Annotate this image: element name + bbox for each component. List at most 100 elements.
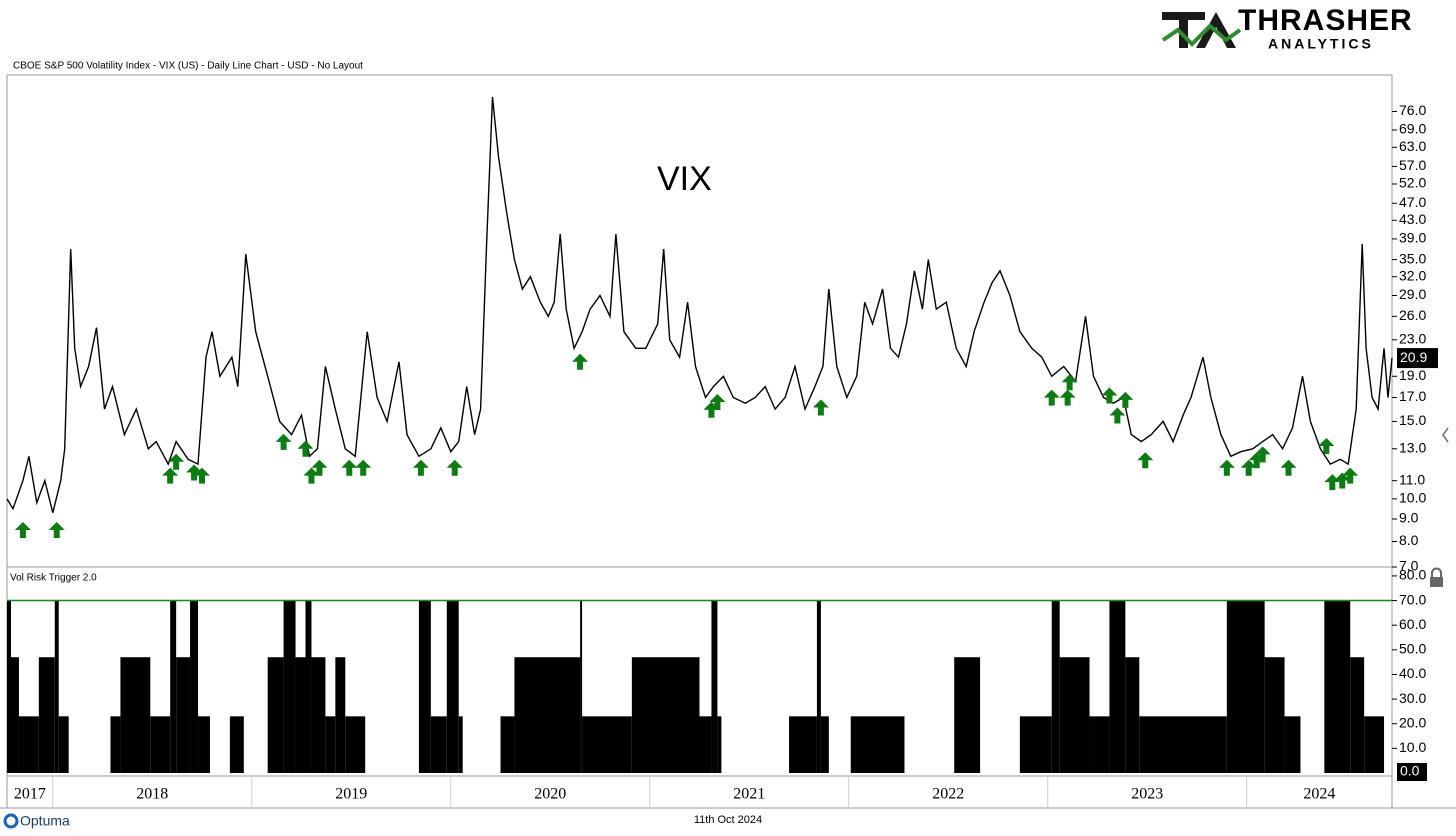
trigger-bar [1324,600,1351,773]
trigger-bar [58,716,69,773]
signal-arrow [1218,459,1235,476]
trigger-bar [311,657,326,773]
trigger-bar [580,600,583,773]
signal-arrow [1324,474,1341,491]
logo-name: THRASHER [1238,4,1413,37]
y-tick-label: 76.0 [1399,102,1426,118]
y-tick-label: 52.0 [1399,175,1426,191]
signal-arrow [1059,389,1076,406]
lock-icon[interactable] [1430,567,1443,588]
signal-arrow [162,467,179,484]
y-tick-label: 9.0 [1399,510,1419,526]
y-tick-label: 10.0 [1399,490,1426,506]
signal-arrow [311,459,328,476]
trigger-bar [850,716,905,773]
lock-shackle [1431,567,1442,577]
trigger-bar [176,657,191,773]
trigger-bar [54,600,59,773]
signal-arrow [1109,407,1126,424]
trigger-bar [446,600,459,773]
logo-line [1161,23,1242,47]
y-tick-label: 35.0 [1399,250,1426,266]
signal-arrow [1117,391,1134,408]
y-tick-label: 17.0 [1399,388,1426,404]
signal-arrow [1334,472,1351,489]
vix-line [6,96,1393,513]
y-tick-label: 50.0 [1399,641,1426,657]
signal-arrow [297,440,314,457]
y-tick-label: 29.0 [1399,286,1426,302]
trigger-bar [1364,716,1385,773]
signal-arrow [812,399,829,416]
y-tick-label: 23.0 [1399,330,1426,346]
trigger-bar [954,657,981,773]
y-tick-label: 11.0 [1399,471,1425,487]
signal-arrow [14,522,31,539]
trigger-bar [1019,716,1052,773]
y-tick-label: 19.0 [1399,367,1426,383]
annotation: VIX [657,160,712,198]
trigger-bar [10,657,19,773]
last-value-box [1397,763,1427,781]
last-value-box [1397,348,1438,369]
signal-arrow [1280,459,1297,476]
trigger-bar [110,716,121,773]
panel-title: Vol Risk Trigger 2.0 [10,573,97,584]
trigger-bar [190,600,199,773]
signal-arrow [275,433,292,450]
trigger-bar [7,600,11,773]
trigger-bar [430,716,447,773]
x-tick-label: 2024 [1303,786,1335,803]
signal-arrow [1137,452,1154,469]
x-tick-label: 2019 [335,786,367,803]
signal-arrow [303,467,320,484]
trigger-bar [1109,600,1126,773]
trigger-bar [38,657,55,773]
trigger-bar [198,716,210,773]
trigger-bar [18,716,39,773]
trigger-bar [631,657,700,773]
x-tick-label: 2020 [534,786,566,803]
trigger-bar [1089,716,1110,773]
x-tick-label: 2021 [733,786,765,803]
logo-t [1162,12,1205,48]
signal-arrow [1101,387,1118,404]
trigger-bar [1284,716,1301,773]
trigger-bar [458,716,463,773]
signal-arrow [446,459,463,476]
signal-arrow [341,459,358,476]
trigger-bar [699,716,712,773]
collapse-icon[interactable] [1442,427,1449,443]
trigger-bar [1059,657,1090,773]
trigger-bar [582,716,632,773]
brand: Optuma [20,813,70,829]
y-tick-label: 32.0 [1399,267,1426,283]
brand-icon [3,813,19,829]
trigger-bar [120,657,151,773]
trigger-bar [283,600,296,773]
trigger-bar [1350,657,1365,773]
y-tick-label: 7.0 [1399,558,1419,574]
y-tick-label: 69.0 [1399,121,1426,137]
signal-arrow [709,393,726,410]
signal-arrow [355,459,372,476]
trigger-bar [150,716,171,773]
y-tick-label: 70.0 [1399,591,1426,607]
trigger-bar [514,657,581,773]
trigger-bar [335,657,346,773]
chart-title: CBOE S&P 500 Volatility Index - VIX (US)… [13,61,363,72]
trigger-bar [170,600,177,773]
y-tick-label: 57.0 [1399,157,1426,173]
trigger-bar [345,716,366,773]
signal-arrow [1342,467,1359,484]
y-tick-label: 26.0 [1399,307,1426,323]
signal-arrow [168,453,185,470]
y-tick-label: 8.0 [1399,532,1419,548]
trigger-bar [229,716,244,773]
trigger-bar [325,716,336,773]
y-tick-label: 60.0 [1399,616,1426,632]
trigger-bar [1139,716,1227,773]
trigger-bar [820,716,829,773]
